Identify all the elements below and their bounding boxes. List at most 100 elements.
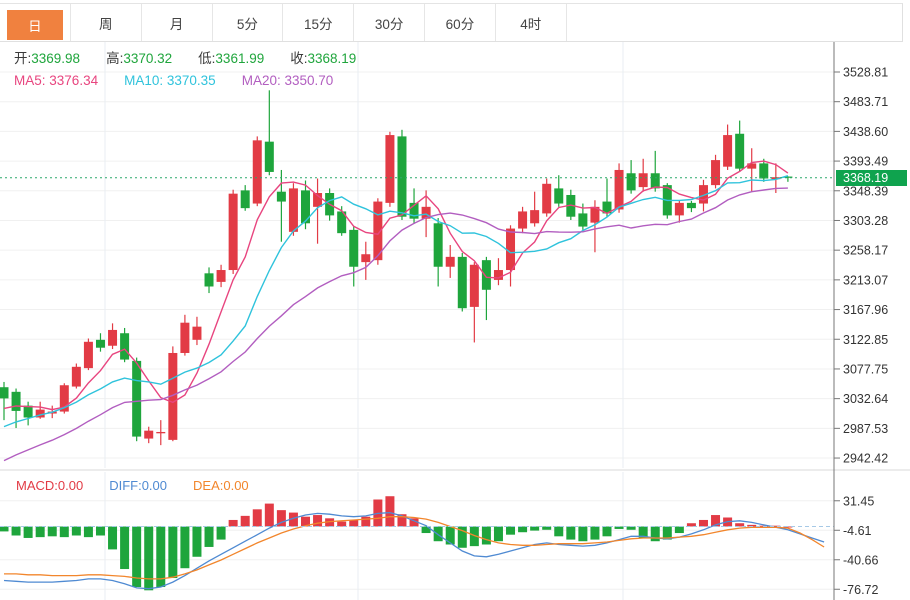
candle (723, 135, 733, 167)
macd-bar (674, 526, 684, 534)
candle (759, 163, 769, 179)
candle (711, 160, 721, 186)
macd-bar (771, 525, 781, 527)
open-label: 开: (14, 51, 32, 66)
diff-line (3, 511, 825, 590)
candle (252, 140, 262, 204)
tab-label: 月 (169, 16, 184, 32)
tab-day[interactable]: 日 (0, 4, 71, 41)
price-tick-label: 3258.17 (843, 244, 888, 258)
candle (180, 322, 190, 353)
macd-tick-label: -4.61 (843, 524, 872, 538)
macd-bar (216, 526, 226, 540)
candle (0, 387, 9, 399)
candle (132, 360, 142, 437)
candle (385, 135, 395, 203)
candle (747, 163, 757, 169)
price-tick-label: 3122.85 (843, 333, 888, 347)
candle (421, 206, 431, 219)
macd-bar (204, 526, 214, 547)
macd-bar (252, 509, 262, 527)
tab-label: 日 (28, 19, 42, 34)
macd-bar (747, 524, 757, 527)
macd-bar (361, 516, 371, 527)
macd-bar (650, 526, 660, 542)
macd-bar (47, 526, 57, 537)
tab-label: 30分 (374, 16, 404, 32)
macd-bar (626, 526, 636, 530)
macd-bar (457, 526, 467, 548)
candle (313, 193, 323, 207)
candle (373, 201, 383, 261)
macd-tick-label: -40.66 (843, 553, 878, 567)
macd-bar (590, 526, 600, 540)
candle (397, 136, 407, 217)
macd-bar (711, 515, 721, 527)
diff-value: 0.00 (141, 478, 168, 493)
candle (264, 141, 274, 172)
macd-bar (95, 526, 105, 536)
candle (614, 169, 624, 210)
price-tick-label: 3438.60 (843, 125, 888, 139)
candle (566, 194, 576, 217)
candle (301, 190, 310, 224)
ma5-label: MA5: (14, 73, 46, 88)
candle (108, 329, 118, 346)
tab-week[interactable]: 周 (71, 4, 142, 41)
macd-bar (264, 503, 274, 527)
macd-bar (301, 516, 310, 527)
candle (240, 190, 250, 209)
low-value: 3361.99 (215, 51, 265, 66)
macd-bar (337, 521, 347, 527)
macd-bar (240, 515, 250, 527)
timeframe-tabs: 日 周 月 5分 15分 30分 60分 4时 (0, 3, 903, 42)
dea-label: DEA: (193, 478, 224, 493)
price-tick-label: 2942.42 (843, 452, 888, 466)
price-tick-label: 3077.75 (843, 362, 888, 376)
candle (156, 431, 166, 434)
candle (288, 188, 298, 232)
tab-15min[interactable]: 15分 (283, 4, 355, 41)
candle (337, 211, 347, 234)
price-tick-label: 3393.49 (843, 155, 888, 169)
macd-bar (71, 526, 81, 536)
tab-30min[interactable]: 30分 (354, 4, 426, 41)
macd-bar (566, 526, 576, 540)
candle (59, 385, 69, 412)
tab-label: 5分 (236, 16, 258, 32)
candle (433, 223, 443, 267)
tab-label: 60分 (445, 16, 475, 32)
tab-month[interactable]: 月 (142, 4, 213, 41)
close-label: 收: (290, 51, 308, 66)
macd-bar (108, 526, 118, 550)
candle (349, 229, 359, 267)
tab-5min[interactable]: 5分 (213, 4, 284, 41)
candle (228, 193, 238, 271)
macd-bar (397, 514, 407, 527)
ma20-value: 3350.70 (284, 73, 334, 88)
close-value: 3368.19 (307, 51, 357, 66)
candle (95, 339, 105, 348)
candle (493, 270, 503, 280)
price-tick-label: 3032.64 (843, 392, 888, 406)
macd-bar (349, 519, 359, 527)
macd-bar (276, 510, 286, 527)
macd-bar (120, 526, 130, 570)
high-value: 3370.32 (123, 51, 173, 66)
candle (276, 191, 286, 202)
candle (554, 188, 564, 204)
dea-value: 0.00 (223, 478, 249, 493)
candle (481, 260, 491, 290)
macd-bar (518, 526, 528, 533)
candle (11, 391, 21, 411)
diff-label: DIFF: (109, 478, 142, 493)
macd-bar (554, 526, 564, 537)
ma5-value: 3376.34 (49, 73, 99, 88)
tab-60min[interactable]: 60分 (425, 4, 496, 41)
macd-bar (421, 526, 431, 534)
tab-4hour[interactable]: 4时 (496, 4, 567, 41)
macd-bar (59, 526, 69, 538)
macd-label: MACD: (16, 478, 58, 493)
